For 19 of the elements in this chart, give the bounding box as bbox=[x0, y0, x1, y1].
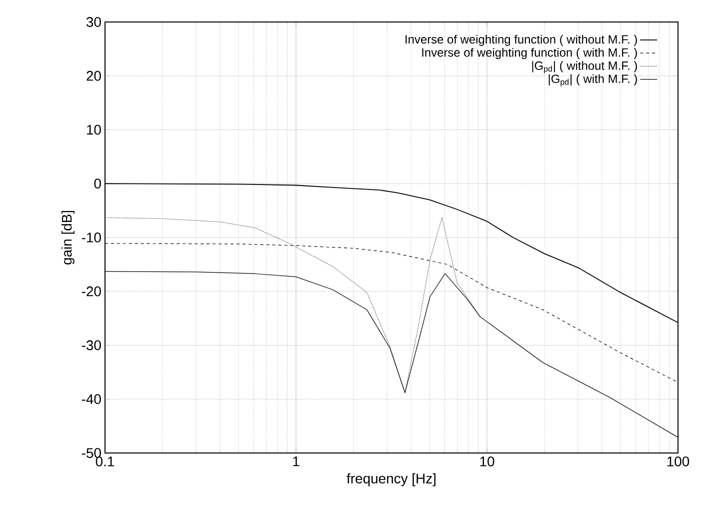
legend-label: |G$_{pd}$| ( without M.F. ) bbox=[532, 61, 637, 74]
x-tick-label: 0.1 bbox=[96, 456, 114, 466]
y-tick-label: -20 bbox=[82, 286, 101, 296]
x-tick-label: 1 bbox=[293, 456, 300, 466]
y-axis-title: gain [dB] bbox=[61, 210, 74, 264]
legend-label: Inverse of weighting function ( without M.F. ) bbox=[406, 34, 637, 46]
y-tick-label: 10 bbox=[87, 124, 101, 135]
x-axis-title: frequency [Hz] bbox=[346, 473, 436, 486]
legend-label: Inverse of weighting function ( with M.F. ) bbox=[422, 48, 637, 60]
y-tick-label: -40 bbox=[82, 394, 101, 404]
x-tick-label: 100 bbox=[667, 456, 690, 466]
y-tick-label: 20 bbox=[86, 70, 101, 81]
y-tick-label: 30 bbox=[86, 17, 101, 27]
y-tick-label: -50 bbox=[82, 448, 101, 458]
y-tick-label: 0 bbox=[94, 178, 101, 189]
y-tick-label: -10 bbox=[82, 232, 101, 242]
x-tick-label: 10 bbox=[480, 456, 494, 466]
legend-label: |G$_{pd}$| ( with M.F. ) bbox=[548, 74, 637, 86]
y-tick-label: -30 bbox=[82, 340, 101, 350]
